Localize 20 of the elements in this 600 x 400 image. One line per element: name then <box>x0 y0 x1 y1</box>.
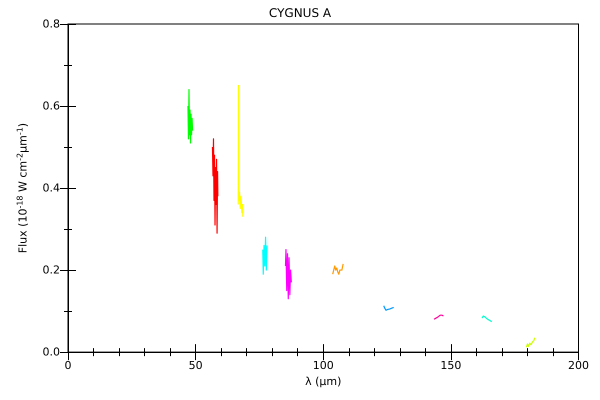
x-axis-title: λ (μm) <box>305 375 342 388</box>
x-tick-label: 200 <box>568 359 589 372</box>
y-tick-label: 0.8 <box>42 18 60 30</box>
x-tick-label: 100 <box>312 359 334 372</box>
y-tick-label: 0.0 <box>42 346 60 359</box>
line-series <box>284 248 292 300</box>
line-series <box>262 236 268 275</box>
x-tick-label: 50 <box>188 359 203 372</box>
x-tick-label: 150 <box>440 359 462 372</box>
y-axis-title: Flux (10-18 W cm-2μm-1) <box>16 122 30 254</box>
y-tick-label: 0.2 <box>42 264 60 277</box>
line-series <box>187 89 194 144</box>
x-tick-label: 0 <box>64 359 72 372</box>
line-series <box>238 84 244 218</box>
chart-title: CYGNUS A <box>268 6 332 20</box>
y-tick-label: 0.4 <box>42 182 60 195</box>
y-tick-label: 0.6 <box>42 100 60 113</box>
line-series <box>332 263 344 275</box>
line-series <box>526 337 536 348</box>
line-series <box>212 138 218 234</box>
